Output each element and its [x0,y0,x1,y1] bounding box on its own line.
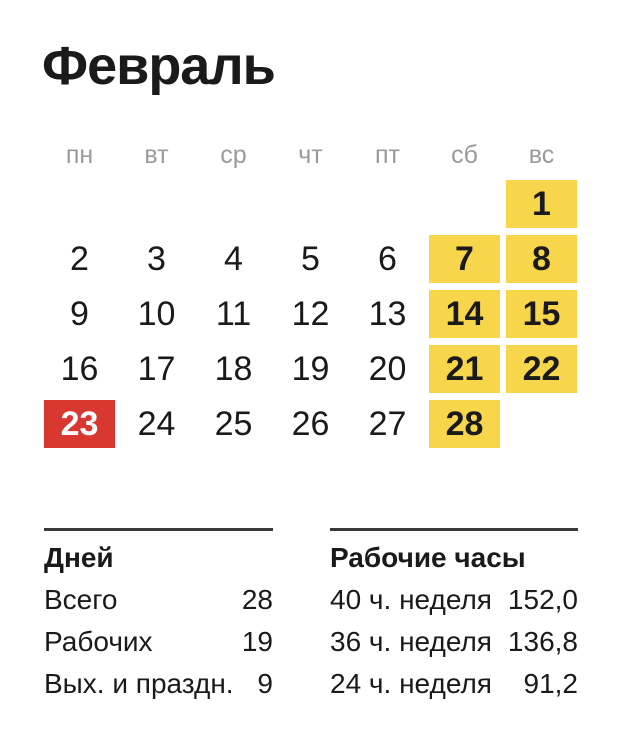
day-cell-1: 1 [506,180,577,228]
day-cell-10: 10 [137,294,176,333]
day-cell-27: 27 [368,404,407,443]
stat-label-days-off: Вых. и праздн. [44,668,234,699]
stat-row-40h-week: 40 ч. неделя 152,0 [330,585,578,615]
day-cell-18: 18 [214,349,253,388]
day-cell-2: 2 [70,239,89,278]
weekday-header-пт: пт [375,141,400,169]
day-cell-16: 16 [60,349,99,388]
stat-value-total-days: 28 [241,584,273,615]
stat-label-working-days: Рабочих [44,626,153,657]
stat-value-24h-week: 91,2 [523,668,579,699]
weekday-header-сб: сб [451,141,478,169]
stat-value-working-days: 19 [241,626,273,657]
day-cell-28: 28 [429,400,500,448]
day-cell-15: 15 [506,290,577,338]
day-cell-12: 12 [291,294,330,333]
stat-value-days-off: 9 [257,668,273,699]
working-hours-block: Рабочие часы 40 ч. неделя 152,0 36 ч. не… [330,528,578,699]
day-cell-17: 17 [137,349,176,388]
weekday-header-ср: ср [220,141,247,169]
calendar-days-grid: 1 2 3 4 5 6 7 8 9 10 11 12 13 14 15 16 17 18 19 20 21 22 23 24 2… [44,180,577,448]
stat-label-24h-week: 24 ч. неделя [330,668,492,699]
weekday-header-вс: вс [528,141,555,169]
stat-value-40h-week: 152,0 [507,584,578,615]
day-cell-20: 20 [368,349,407,388]
stat-row-24h-week: 24 ч. неделя 91,2 [330,669,578,699]
day-cell-9: 9 [70,294,89,333]
weekday-header-чт: чт [298,141,323,169]
day-cell-25: 25 [214,404,253,443]
weekday-header-вт: вт [144,141,169,169]
weekday-header-пн: пн [65,141,94,169]
stat-label-36h-week: 36 ч. неделя [330,626,492,657]
day-cell-22: 22 [506,345,577,393]
stat-value-36h-week: 136,8 [507,626,578,657]
day-cell-6: 6 [378,239,397,278]
working-hours-header: Рабочие часы [330,542,526,573]
day-cell-3: 3 [147,239,166,278]
day-cell-11: 11 [215,294,252,333]
stat-row-36h-week: 36 ч. неделя 136,8 [330,627,578,657]
day-cell-19: 19 [291,349,330,388]
stat-row-days-off: Вых. и праздн. 9 [44,669,273,699]
days-summary-header: Дней [44,542,114,573]
day-cell-4: 4 [224,239,243,278]
stat-label-total-days: Всего [44,584,118,615]
day-cell-21: 21 [429,345,500,393]
day-cell-8: 8 [506,235,577,283]
stat-row-working-days: Рабочих 19 [44,627,273,657]
days-summary-block: Дней Всего 28 Рабочих 19 Вых. и праздн. … [44,528,273,699]
day-cell-7: 7 [429,235,500,283]
day-cell-14: 14 [429,290,500,338]
stat-label-40h-week: 40 ч. неделя [330,584,492,615]
day-cell-5: 5 [301,239,320,278]
weekday-header-row: пн вт ср чт пт сб вс [44,140,577,170]
month-title: Февраль [42,36,276,96]
day-cell-23: 23 [44,400,115,448]
day-cell-13: 13 [368,294,407,333]
stat-row-total-days: Всего 28 [44,585,273,615]
day-cell-24: 24 [137,404,176,443]
day-cell-26: 26 [291,404,330,443]
